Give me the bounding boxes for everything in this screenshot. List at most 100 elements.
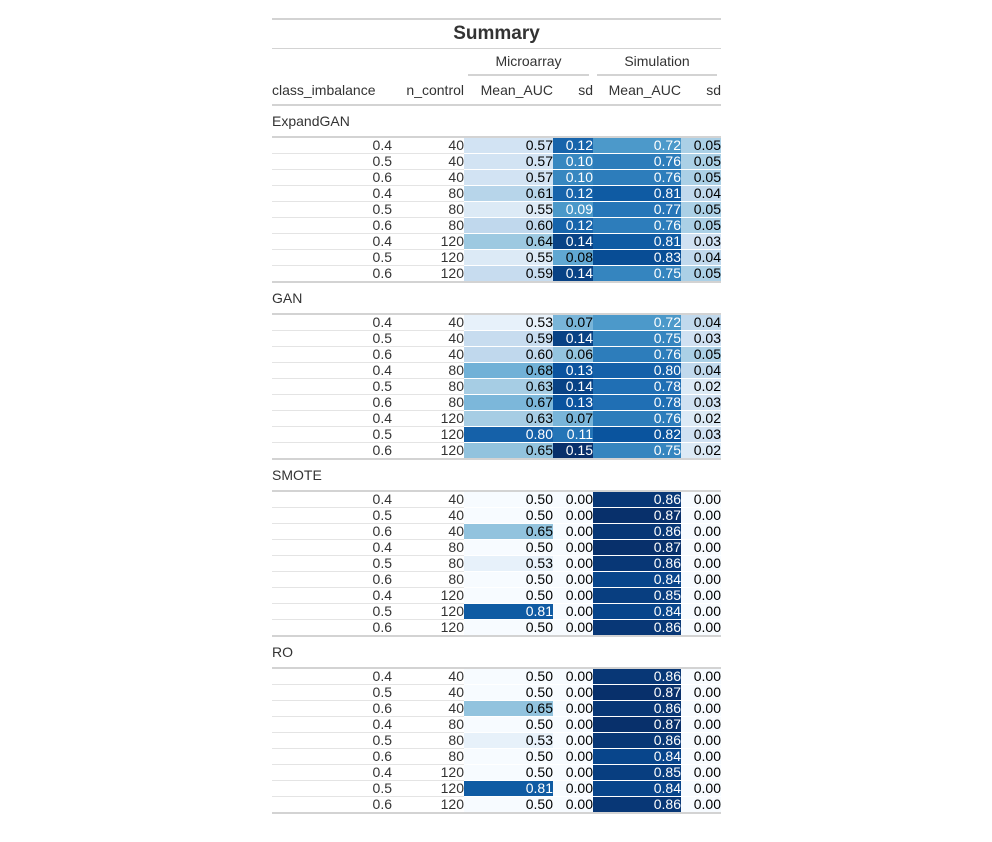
cell-micro-sd: 0.07 [553,313,593,331]
cell-sim-sd: 0.00 [681,539,721,556]
cell-micro-mean: 0.65 [464,442,553,459]
table-row: 0.4 120 0.63 0.07 0.76 0.02 [272,410,721,427]
cell-class-imbalance: 0.4 [272,764,392,781]
table-row: 0.4 120 0.50 0.00 0.85 0.00 [272,764,721,781]
cell-sim-mean: 0.75 [593,442,681,459]
cell-sim-sd: 0.02 [681,378,721,395]
cell-n-control: 80 [392,201,464,218]
table-row: 0.5 120 0.80 0.11 0.82 0.03 [272,426,721,443]
cell-n-control: 120 [392,780,464,797]
table-row: 0.5 80 0.55 0.09 0.77 0.05 [272,201,721,218]
cell-sim-sd: 0.04 [681,249,721,266]
cell-class-imbalance: 0.5 [272,201,392,218]
cell-micro-mean: 0.60 [464,346,553,363]
cell-sim-sd: 0.05 [681,201,721,218]
cell-micro-mean: 0.68 [464,362,553,379]
cell-n-control: 80 [392,732,464,749]
cell-class-imbalance: 0.4 [272,313,392,331]
group-label: GAN [272,281,721,315]
cell-class-imbalance: 0.4 [272,716,392,733]
table-row: 0.6 120 0.50 0.00 0.86 0.00 [272,796,721,813]
cell-sim-mean: 0.81 [593,185,681,202]
cell-sim-mean: 0.86 [593,700,681,717]
cell-micro-sd: 0.00 [553,555,593,572]
cell-n-control: 120 [392,426,464,443]
cell-sim-sd: 0.00 [681,700,721,717]
bottom-rule [272,812,721,815]
cell-micro-sd: 0.15 [553,442,593,459]
cell-sim-sd: 0.04 [681,362,721,379]
cell-sim-sd: 0.05 [681,217,721,234]
cell-micro-mean: 0.50 [464,764,553,781]
cell-micro-sd: 0.07 [553,410,593,427]
cell-n-control: 40 [392,346,464,363]
cell-sim-sd: 0.00 [681,587,721,604]
cell-sim-sd: 0.00 [681,619,721,636]
cell-micro-mean: 0.53 [464,732,553,749]
table-row: 0.4 80 0.50 0.00 0.87 0.00 [272,539,721,556]
cell-micro-sd: 0.14 [553,378,593,395]
cell-class-imbalance: 0.6 [272,265,392,282]
cell-micro-mean: 0.80 [464,426,553,443]
table-row: 0.6 120 0.50 0.00 0.86 0.00 [272,619,721,636]
cell-n-control: 120 [392,796,464,813]
cell-micro-mean: 0.59 [464,265,553,282]
cell-sim-sd: 0.03 [681,233,721,250]
cell-n-control: 120 [392,265,464,282]
table-row: 0.4 40 0.50 0.00 0.86 0.00 [272,667,721,685]
table-row: 0.4 120 0.64 0.14 0.81 0.03 [272,233,721,250]
cell-sim-mean: 0.86 [593,619,681,636]
cell-micro-sd: 0.00 [553,764,593,781]
cell-n-control: 80 [392,378,464,395]
cell-n-control: 40 [392,153,464,170]
table-row: 0.5 80 0.53 0.00 0.86 0.00 [272,732,721,749]
cell-micro-mean: 0.50 [464,507,553,524]
cell-sim-sd: 0.00 [681,523,721,540]
cell-micro-mean: 0.61 [464,185,553,202]
spanner-simulation: Simulation [593,49,721,76]
cell-micro-mean: 0.50 [464,571,553,588]
cell-micro-sd: 0.09 [553,201,593,218]
cell-micro-sd: 0.00 [553,716,593,733]
cell-sim-mean: 0.78 [593,378,681,395]
cell-class-imbalance: 0.4 [272,490,392,508]
cell-n-control: 40 [392,330,464,347]
table-title: Summary [272,20,721,49]
cell-class-imbalance: 0.4 [272,410,392,427]
cell-class-imbalance: 0.6 [272,619,392,636]
cell-class-imbalance: 0.5 [272,330,392,347]
cell-sim-mean: 0.72 [593,313,681,331]
cell-class-imbalance: 0.5 [272,153,392,170]
cell-micro-mean: 0.50 [464,748,553,765]
cell-class-imbalance: 0.6 [272,217,392,234]
cell-class-imbalance: 0.6 [272,346,392,363]
cell-micro-sd: 0.13 [553,362,593,379]
cell-micro-sd: 0.00 [553,667,593,685]
cell-sim-mean: 0.84 [593,780,681,797]
cell-n-control: 40 [392,136,464,154]
cell-class-imbalance: 0.6 [272,394,392,411]
cell-sim-mean: 0.77 [593,201,681,218]
cell-micro-sd: 0.12 [553,217,593,234]
cell-micro-mean: 0.81 [464,603,553,620]
col-header-class-imbalance: class_imbalance [272,76,392,106]
cell-sim-sd: 0.02 [681,442,721,459]
table-row: 0.6 40 0.57 0.10 0.76 0.05 [272,169,721,186]
cell-sim-sd: 0.00 [681,764,721,781]
group-row: ExpandGAN [272,105,721,138]
cell-sim-sd: 0.00 [681,732,721,749]
cell-n-control: 80 [392,748,464,765]
cell-sim-mean: 0.84 [593,748,681,765]
cell-micro-sd: 0.14 [553,265,593,282]
cell-micro-mean: 0.50 [464,587,553,604]
cell-micro-mean: 0.50 [464,490,553,508]
cell-micro-sd: 0.00 [553,684,593,701]
cell-micro-mean: 0.67 [464,394,553,411]
table-row: 0.5 40 0.50 0.00 0.87 0.00 [272,507,721,524]
cell-class-imbalance: 0.6 [272,169,392,186]
cell-class-imbalance: 0.6 [272,748,392,765]
cell-micro-mean: 0.57 [464,153,553,170]
cell-n-control: 120 [392,619,464,636]
cell-sim-mean: 0.76 [593,169,681,186]
cell-micro-mean: 0.59 [464,330,553,347]
